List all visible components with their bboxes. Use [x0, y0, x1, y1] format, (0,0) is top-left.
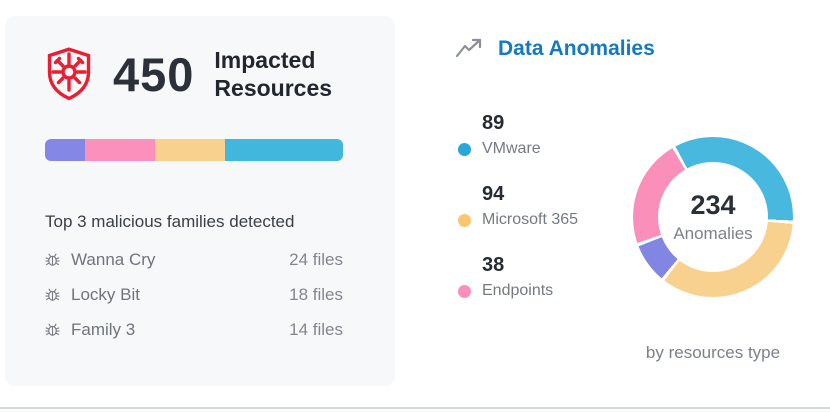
panel-bottom-divider: [0, 407, 830, 412]
bug-icon: [45, 288, 60, 301]
impacted-resources-card: 450 Impacted Resources Top 3 malicious f…: [5, 16, 395, 386]
bar-segment-blue: [225, 139, 343, 161]
family-name: Wanna Cry: [71, 249, 156, 269]
impacted-stacked-bar[interactable]: [45, 139, 343, 161]
donut-caption: by resources type: [645, 343, 781, 362]
legend-value: 89: [482, 112, 505, 134]
legend-row: Microsoft 365: [458, 211, 578, 229]
legend-dot-endpoints: [458, 284, 471, 298]
malicious-families-title: Top 3 malicious families detected: [45, 212, 295, 231]
data-anomalies-header: Data Anomalies: [455, 37, 655, 61]
legend-item-microsoft-365[interactable]: 94 Microsoft 365: [458, 183, 578, 229]
impacted-label: Impacted Resources: [214, 46, 332, 102]
bug-icon: [45, 323, 60, 336]
legend-item-endpoints[interactable]: 38 Endpoints: [458, 254, 578, 300]
legend-item-vmware[interactable]: 89 VMware: [458, 112, 578, 158]
bar-segment-yellow: [154, 139, 225, 161]
legend-value: 94: [482, 183, 505, 205]
family-row-family-3[interactable]: Family 3 14 files: [45, 318, 343, 341]
malicious-families-list: Wanna Cry 24 files Locky Bit 18 files: [45, 248, 343, 353]
family-name: Locky Bit: [71, 284, 140, 304]
legend-row: Endpoints: [458, 282, 578, 300]
legend-dot-microsoft-365: [458, 213, 471, 227]
bar-segment-pink: [84, 139, 155, 161]
legend-row: VMware: [458, 140, 578, 158]
data-anomalies-title: Data Anomalies: [498, 37, 655, 60]
impacted-label-line2: Resources: [214, 75, 333, 102]
bug-icon: [45, 253, 60, 266]
family-row-left: Locky Bit: [45, 285, 140, 305]
legend-label: Endpoints: [482, 282, 554, 299]
impacted-header: 450 Impacted Resources: [45, 46, 332, 102]
family-file-count: 14 files: [289, 319, 343, 339]
bar-segment-purple: [45, 139, 85, 161]
family-row-left: Family 3: [45, 320, 135, 340]
family-name: Family 3: [71, 319, 136, 339]
legend-label: VMware: [482, 140, 541, 157]
impacted-count: 450: [113, 47, 195, 101]
trending-up-icon: [455, 38, 482, 58]
family-row-locky-bit[interactable]: Locky Bit 18 files: [45, 283, 343, 306]
family-row-wanna-cry[interactable]: Wanna Cry 24 files: [45, 248, 343, 271]
anomalies-donut-chart[interactable]: [633, 137, 793, 297]
malware-shield-icon: [47, 47, 91, 101]
legend-value: 38: [482, 254, 505, 276]
family-file-count: 24 files: [289, 249, 343, 269]
legend-label: Microsoft 365: [482, 211, 579, 228]
anomalies-legend: 89 VMware 94 Microsoft 365 38 Endpoints: [458, 112, 578, 325]
family-file-count: 18 files: [289, 284, 343, 304]
impacted-label-line1: Impacted: [214, 47, 316, 73]
legend-dot-vmware: [458, 142, 471, 156]
family-row-left: Wanna Cry: [45, 250, 155, 270]
